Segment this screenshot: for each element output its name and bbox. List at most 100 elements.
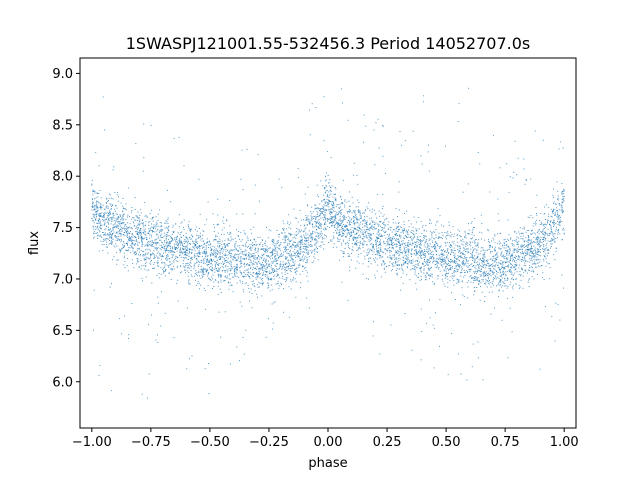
data-point [97,235,98,237]
data-point [151,236,153,238]
data-point [159,253,161,255]
data-point [490,264,492,266]
data-point [157,263,159,265]
data-point [159,232,161,233]
data-point [537,254,539,255]
data-point [347,243,349,244]
data-point [335,223,337,224]
data-point [466,242,468,244]
data-point [454,261,456,263]
data-point [399,247,401,249]
data-point [538,237,540,239]
data-point [488,281,490,283]
data-point [161,230,163,232]
data-point [204,262,206,264]
data-point [172,250,173,252]
data-point [454,275,456,277]
data-point [295,237,297,239]
data-point [214,264,216,266]
data-point [348,220,350,222]
data-point [135,228,137,229]
data-point [412,261,414,263]
data-point [229,261,231,263]
data-point [145,261,147,263]
data-point [267,283,269,285]
data-point [304,225,306,227]
data-point [515,255,517,257]
data-point [453,271,455,273]
data-point [238,245,240,247]
data-point [330,216,332,218]
data-point [557,199,559,201]
data-point [346,201,348,203]
data-point [387,248,389,250]
data-point [250,259,252,261]
data-point [137,227,139,229]
data-point [231,267,233,269]
data-point [194,263,196,264]
data-point [154,255,156,257]
data-point [483,271,485,273]
data-point [249,253,251,255]
data-point [432,262,434,264]
data-point [545,224,547,226]
data-point [100,224,102,226]
data-point [138,251,140,253]
data-point [401,244,403,246]
data-point [320,245,322,246]
data-point [236,282,238,284]
data-point [191,249,193,251]
data-point [347,245,349,247]
data-point [412,259,414,261]
data-point [185,272,186,274]
data-point [404,255,406,257]
data-point [116,226,118,227]
data-point [215,279,217,281]
data-point [371,224,373,226]
data-point [485,281,487,283]
data-point [252,255,253,257]
data-point [188,253,190,255]
data-point [235,247,237,249]
data-point [204,268,206,270]
data-point [396,243,398,245]
data-point [450,267,452,269]
data-point [378,229,379,231]
data-point [521,249,523,250]
data-point [324,202,326,204]
data-point [428,144,429,146]
data-point [204,273,206,275]
data-point [180,252,182,253]
data-point [531,263,533,265]
data-point [328,197,330,198]
data-point [211,264,213,266]
data-point [205,308,207,310]
data-point [239,238,240,240]
data-point [216,260,218,262]
data-point [554,340,556,342]
data-point [558,217,560,219]
data-point [436,221,437,223]
data-point [291,254,293,256]
data-point [550,230,552,232]
data-point [220,292,222,293]
data-point [94,198,96,200]
data-point [472,257,474,258]
data-point [147,257,149,259]
data-point [331,201,333,203]
data-point [103,216,105,218]
data-point [239,270,241,272]
data-point [221,229,223,231]
data-point [192,235,194,237]
data-point [383,227,385,229]
data-point [318,237,320,239]
data-point [467,297,469,299]
data-point [276,246,278,248]
data-point [208,278,210,280]
data-point [214,226,216,228]
data-point [289,243,290,245]
data-point [480,250,482,252]
data-point [150,257,151,259]
data-point [377,241,378,243]
data-point [563,189,565,191]
